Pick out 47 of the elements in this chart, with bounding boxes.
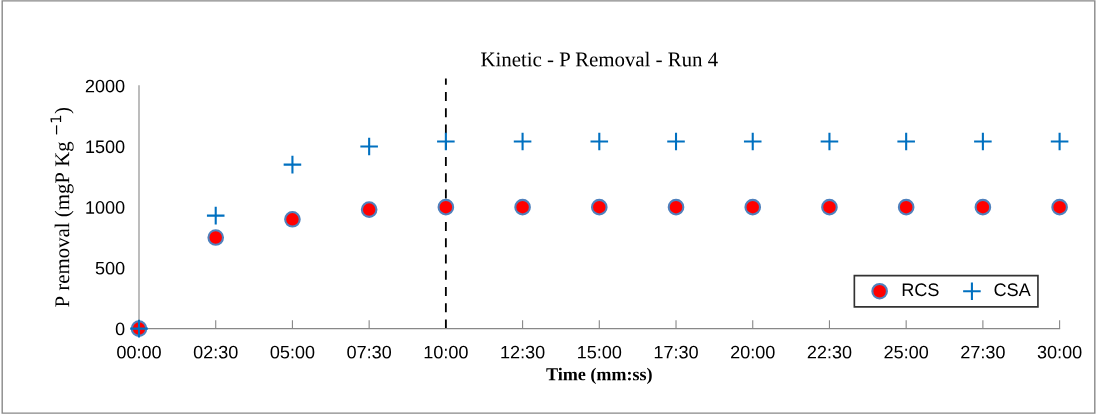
y-tick-label: 2000 — [85, 79, 125, 93]
y-tick-label: 0 — [115, 322, 125, 336]
x-tick-label: 15:00 — [578, 345, 622, 359]
point — [974, 198, 992, 216]
point — [514, 198, 531, 216]
point — [437, 198, 455, 216]
y-axis-title: P removal (mgP Kg $^{−1}$) — [50, 107, 74, 307]
point — [359, 136, 379, 157]
point — [742, 131, 763, 152]
x-tick-label: 25:00 — [884, 345, 929, 359]
y-tick-label: 500 — [95, 261, 125, 275]
x-tick-label: 30:00 — [1037, 345, 1082, 359]
point — [744, 198, 762, 216]
x-tick-label: 20:00 — [731, 345, 775, 359]
x-tick-label: 22:30 — [807, 345, 852, 359]
x-tick-label: 12:30 — [501, 345, 545, 359]
point — [667, 198, 685, 216]
legend-label: CSA — [994, 283, 1031, 297]
point — [897, 198, 915, 216]
point — [973, 131, 993, 152]
y-tick-label: 1500 — [86, 140, 125, 154]
point — [1049, 131, 1070, 152]
x-tick-label: 07:30 — [347, 345, 392, 359]
point — [666, 131, 686, 152]
point — [589, 131, 610, 152]
x-tick-label: 02:30 — [193, 345, 238, 359]
y-tick-label: 1000 — [86, 201, 125, 214]
point — [360, 201, 378, 218]
x-tick-label: 00:00 — [117, 345, 161, 359]
x-tick-label: 05:00 — [270, 345, 315, 359]
point — [590, 198, 608, 216]
point — [821, 198, 838, 216]
legend-label: RCS — [902, 283, 939, 297]
point — [512, 131, 533, 152]
chart-title: Kinetic - P Removal - Run 4 — [481, 51, 718, 67]
point — [819, 131, 840, 152]
point — [1051, 198, 1068, 216]
x-tick-label: 27:30 — [961, 345, 1005, 359]
point — [207, 229, 225, 246]
point — [284, 210, 301, 228]
point — [896, 131, 916, 152]
x-tick-label: 17:30 — [654, 345, 698, 359]
x-tick-label: 10:00 — [424, 345, 468, 359]
x-axis-title: Time (mm:ss) — [546, 367, 652, 385]
point — [205, 205, 226, 226]
point — [282, 154, 303, 175]
point — [436, 131, 456, 152]
